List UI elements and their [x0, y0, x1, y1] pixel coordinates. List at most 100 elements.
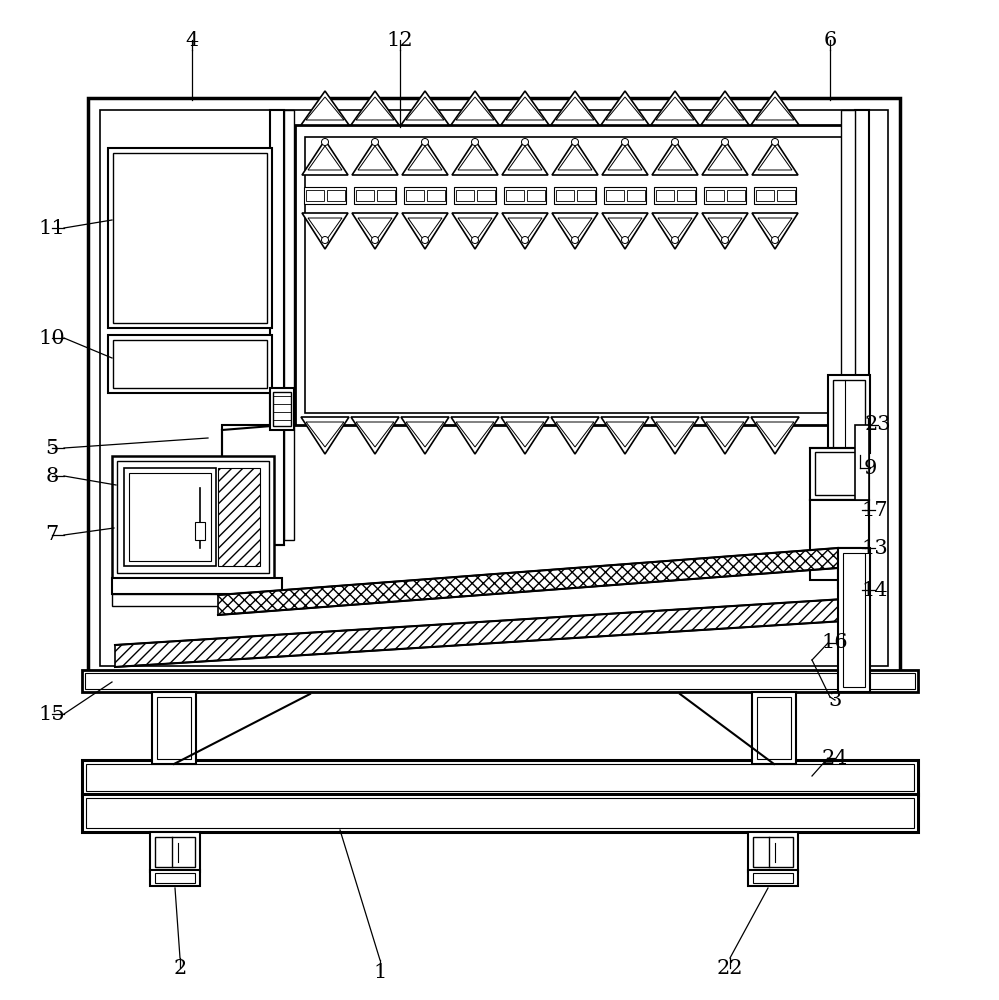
Polygon shape [306, 97, 344, 120]
Polygon shape [756, 97, 794, 120]
Polygon shape [652, 213, 698, 249]
Bar [554, 187, 596, 204]
Bar [606, 190, 624, 201]
Bar [327, 190, 345, 201]
Polygon shape [301, 417, 349, 454]
Polygon shape [751, 91, 799, 125]
Bar [113, 153, 267, 323]
Bar [838, 548, 870, 692]
Text: 4: 4 [186, 30, 199, 49]
Bar [757, 697, 791, 759]
Polygon shape [352, 140, 398, 175]
Bar [85, 673, 915, 689]
Bar [129, 473, 211, 561]
Circle shape [372, 236, 379, 243]
Bar [270, 110, 284, 540]
Circle shape [671, 138, 678, 145]
Polygon shape [402, 213, 448, 249]
Polygon shape [402, 140, 448, 175]
Polygon shape [606, 422, 644, 447]
Polygon shape [508, 146, 542, 170]
Bar [706, 190, 724, 201]
Bar [753, 873, 793, 883]
Circle shape [721, 138, 728, 145]
Circle shape [721, 236, 728, 243]
Bar [604, 187, 646, 204]
Polygon shape [451, 417, 499, 454]
Circle shape [422, 138, 429, 145]
Bar [377, 190, 395, 201]
Bar [810, 500, 869, 580]
Bar [504, 187, 546, 204]
Bar [756, 190, 774, 201]
Polygon shape [556, 422, 594, 447]
Text: 10: 10 [39, 328, 65, 348]
Bar [108, 335, 272, 393]
Polygon shape [552, 140, 598, 175]
Polygon shape [218, 548, 838, 615]
Bar [157, 697, 191, 759]
Bar [754, 187, 796, 204]
Bar [273, 392, 291, 426]
Bar [454, 187, 496, 204]
Polygon shape [351, 91, 399, 125]
Text: 6: 6 [823, 30, 836, 49]
Polygon shape [458, 146, 492, 170]
Bar [100, 110, 888, 666]
Polygon shape [115, 598, 860, 667]
Bar [295, 125, 858, 425]
Bar [88, 98, 900, 678]
Text: 17: 17 [862, 500, 888, 520]
Polygon shape [602, 213, 648, 249]
Bar [195, 522, 205, 540]
Bar [150, 832, 200, 872]
Circle shape [671, 236, 678, 243]
Bar [112, 578, 282, 594]
Bar [218, 468, 260, 566]
Polygon shape [706, 97, 744, 120]
Text: 24: 24 [822, 748, 848, 768]
Text: 1: 1 [374, 962, 387, 982]
Text: 22: 22 [716, 958, 743, 978]
Bar [704, 187, 746, 204]
Circle shape [771, 138, 778, 145]
Bar [150, 870, 200, 886]
Polygon shape [502, 213, 548, 249]
Polygon shape [222, 425, 284, 545]
Bar [354, 187, 396, 204]
Polygon shape [608, 218, 642, 242]
Bar [727, 190, 745, 201]
Polygon shape [756, 422, 794, 447]
Bar [155, 837, 195, 867]
Text: 14: 14 [862, 580, 888, 599]
Circle shape [472, 138, 479, 145]
Text: 23: 23 [865, 416, 891, 434]
Polygon shape [751, 417, 799, 454]
Polygon shape [758, 146, 792, 170]
Polygon shape [458, 218, 492, 242]
Bar [855, 110, 869, 540]
Polygon shape [551, 417, 599, 454]
Polygon shape [656, 422, 694, 447]
Bar [810, 448, 869, 500]
Bar [305, 137, 848, 413]
Polygon shape [406, 422, 444, 447]
Polygon shape [308, 146, 342, 170]
Polygon shape [456, 422, 494, 447]
Polygon shape [302, 213, 348, 249]
Text: 12: 12 [387, 30, 414, 49]
Polygon shape [356, 97, 394, 120]
Polygon shape [758, 218, 792, 242]
Polygon shape [506, 422, 544, 447]
Bar [86, 764, 914, 791]
Bar [82, 760, 918, 795]
Polygon shape [358, 218, 392, 242]
Bar [270, 388, 294, 430]
Bar [427, 190, 445, 201]
Polygon shape [606, 97, 644, 120]
Polygon shape [658, 146, 692, 170]
Circle shape [472, 236, 479, 243]
Polygon shape [558, 218, 592, 242]
Bar [556, 190, 574, 201]
Text: 16: 16 [822, 634, 848, 652]
